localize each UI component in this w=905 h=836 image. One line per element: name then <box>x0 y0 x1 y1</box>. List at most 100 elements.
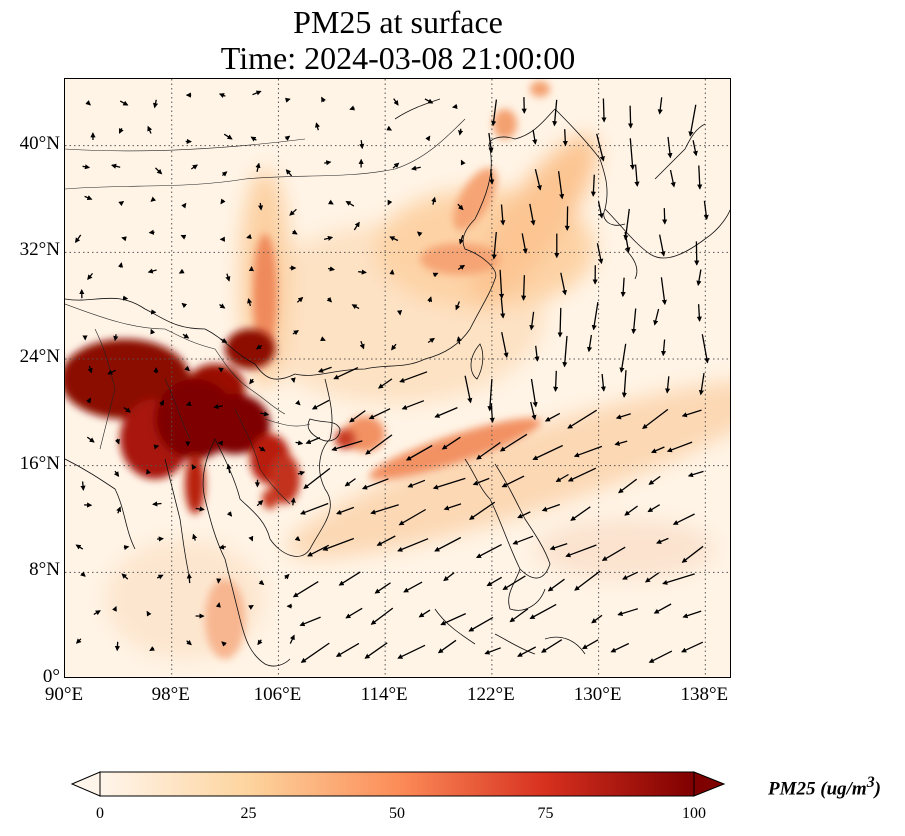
wind-arrow <box>249 378 255 385</box>
wind-arrow <box>403 581 423 593</box>
wind-arrow <box>374 582 391 594</box>
lon-tick-label: 138°E <box>680 684 729 705</box>
wind-arrow <box>292 581 319 598</box>
wind-arrow <box>534 345 540 362</box>
wind-arrow <box>457 203 464 211</box>
wind-arrow <box>290 377 296 384</box>
wind-arrow <box>223 133 233 140</box>
wind-arrow <box>317 366 332 373</box>
wind-arrow <box>475 544 502 559</box>
wind-arrow <box>153 444 160 450</box>
wind-arrow <box>688 104 697 137</box>
wind-arrow <box>658 234 666 257</box>
wind-arrow <box>662 208 668 225</box>
wind-arrow <box>487 378 493 412</box>
wind-arrow <box>190 164 198 170</box>
wind-arrow <box>434 536 462 552</box>
wind-arrow <box>370 607 394 625</box>
wind-arrow <box>121 236 127 242</box>
wind-arrow <box>656 537 669 544</box>
wind-arrow <box>424 98 434 104</box>
wind-arrow <box>586 334 593 353</box>
wind-arrow <box>484 647 501 655</box>
wind-arrow <box>570 506 591 521</box>
wind-arrow <box>191 464 197 470</box>
wind-arrow <box>361 478 389 490</box>
wind-arrow <box>565 544 597 558</box>
wind-arrow <box>220 338 228 343</box>
wind-arrow <box>85 100 91 106</box>
wind-arrow <box>146 468 151 475</box>
wind-arrow <box>326 296 333 303</box>
wind-arrow <box>75 544 84 550</box>
wind-arrow <box>672 513 695 525</box>
wind-arrow <box>114 641 121 652</box>
wind-arrow <box>147 268 157 274</box>
wind-arrow <box>486 576 503 587</box>
wind-arrow <box>113 334 119 342</box>
wind-arrow <box>667 136 673 159</box>
wind-arrow <box>324 160 332 166</box>
wind-arrow <box>665 376 671 394</box>
wind-arrow <box>397 644 426 659</box>
wind-arrow <box>86 397 92 404</box>
wind-arrow <box>387 199 393 206</box>
wind-arrow <box>358 269 367 275</box>
wind-arrow <box>553 370 559 392</box>
colorbar-extend-high <box>693 771 726 797</box>
wind-arrow <box>80 481 86 491</box>
wind-arrow <box>669 169 676 188</box>
lon-tick-label: 130°E <box>573 684 622 705</box>
wind-arrow <box>290 497 296 506</box>
wind-arrow <box>610 642 630 653</box>
wind-arrow <box>221 641 227 647</box>
wind-arrow <box>425 135 431 142</box>
wind-arrow <box>314 122 320 131</box>
wind-arrow <box>427 296 433 303</box>
wind-arrow <box>647 504 661 513</box>
wind-arrow <box>221 171 228 177</box>
wind-arrow <box>154 167 163 175</box>
wind-arrow <box>687 470 704 478</box>
wind-arrow <box>567 409 598 429</box>
lon-tick-label: 90°E <box>44 684 84 705</box>
plot-title: PM25 at surface Time: 2024-03-08 21:00:0… <box>65 4 731 76</box>
wind-arrow <box>359 340 365 350</box>
colorbar-tick-label: 100 <box>682 805 706 822</box>
wind-arrow <box>322 537 355 551</box>
wind-arrow <box>393 98 399 106</box>
wind-arrow <box>150 328 156 335</box>
wind-arrow <box>457 264 466 270</box>
wind-arrow <box>392 162 400 169</box>
wind-arrow <box>123 406 131 413</box>
wind-arrow <box>401 400 425 410</box>
wind-vectors <box>75 90 710 663</box>
wind-arrow <box>682 610 702 619</box>
wind-arrow <box>87 272 94 281</box>
wind-arrow <box>377 378 393 389</box>
map-panel[interactable] <box>64 78 731 678</box>
wind-arrow <box>634 164 640 187</box>
wind-arrow <box>248 604 254 610</box>
wind-arrow <box>624 505 638 516</box>
wind-arrow <box>581 639 599 650</box>
wind-arrow <box>573 445 603 458</box>
wind-arrow <box>284 97 291 103</box>
wind-arrow <box>696 304 702 322</box>
wind-arrow <box>327 199 334 205</box>
wind-arrow <box>300 642 330 663</box>
wind-arrow <box>464 375 473 404</box>
wind-arrow <box>440 613 466 626</box>
wind-arrow <box>297 470 306 476</box>
wind-arrow <box>631 308 637 335</box>
wind-arrow <box>476 441 501 460</box>
wind-arrow <box>291 229 298 235</box>
wind-arrow <box>226 511 233 517</box>
wind-arrow <box>256 499 264 507</box>
wind-arrow <box>248 535 254 542</box>
wind-arrow <box>488 132 494 154</box>
wind-arrow <box>619 343 627 373</box>
wind-arrow <box>218 544 226 550</box>
wind-arrow <box>84 195 93 201</box>
wind-arrow <box>257 639 263 646</box>
